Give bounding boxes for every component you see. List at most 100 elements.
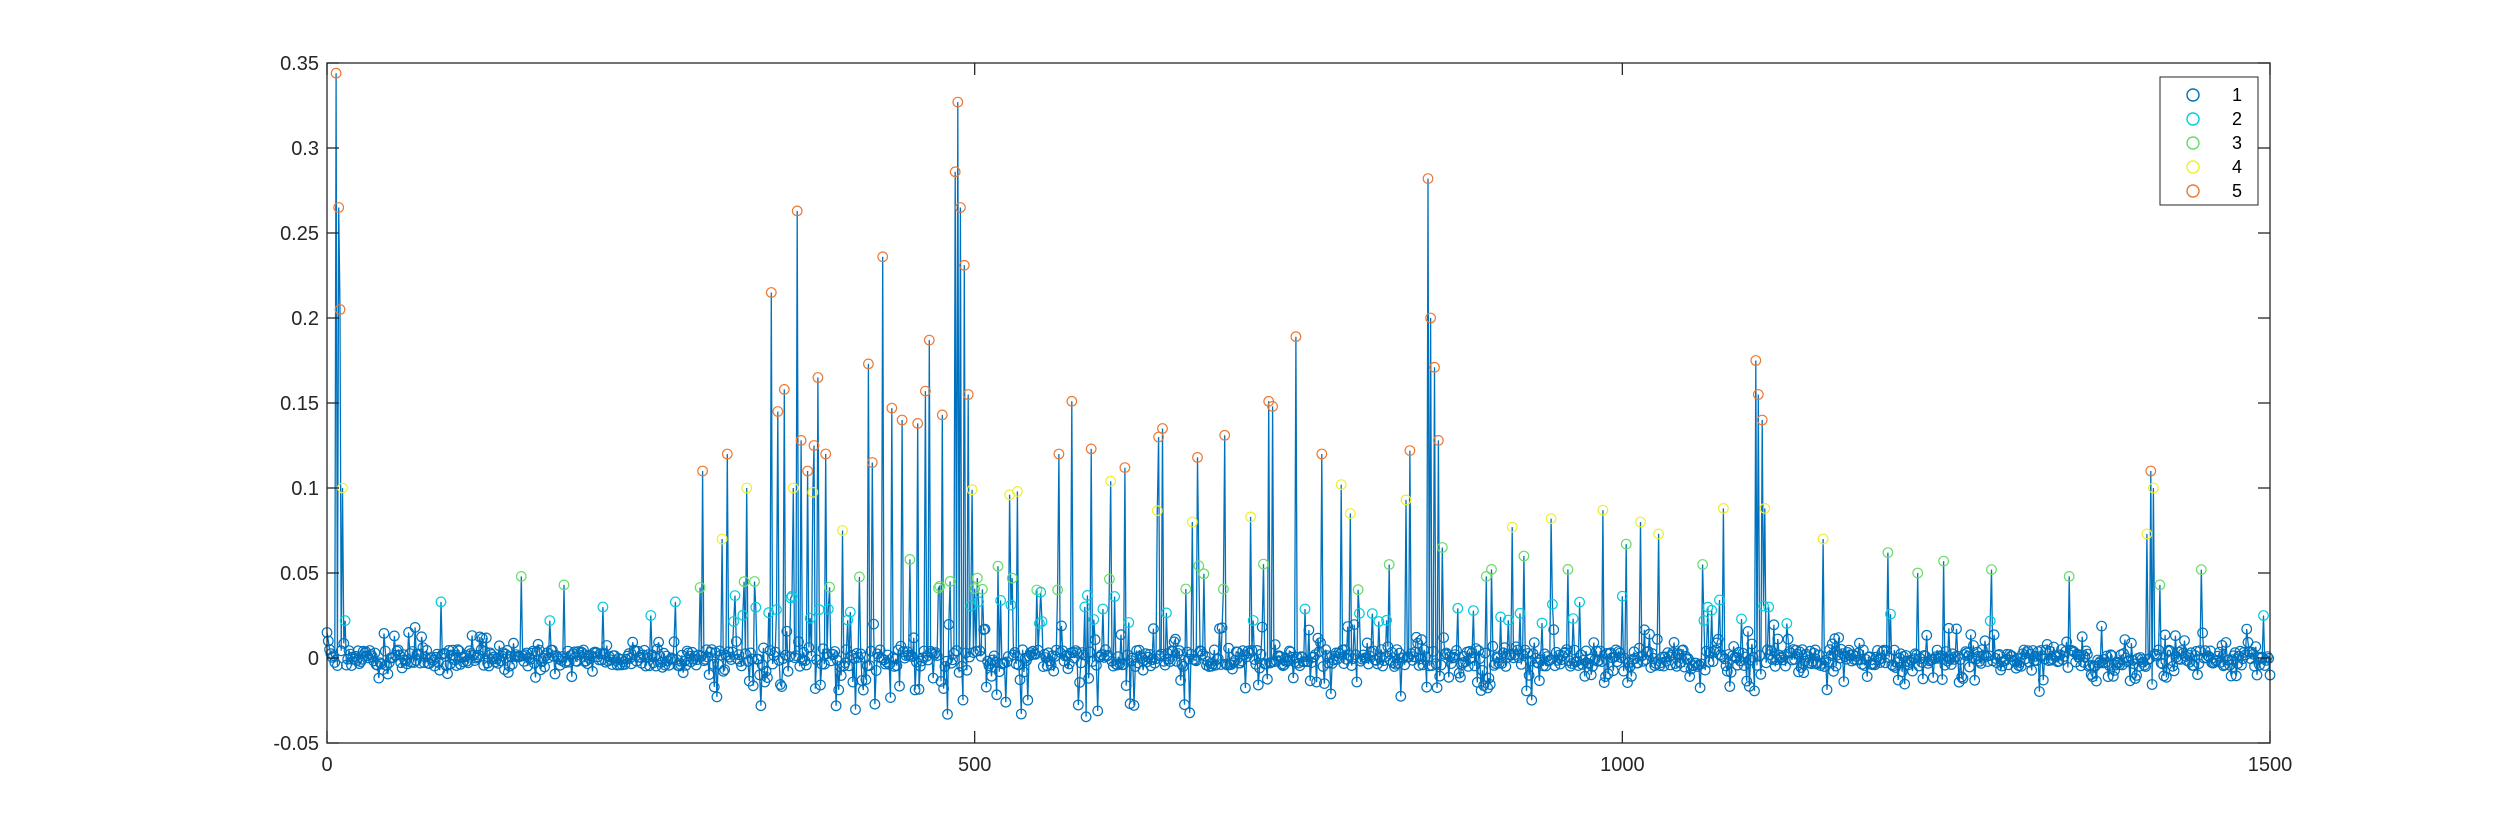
data-point bbox=[1567, 613, 1579, 624]
data-point bbox=[980, 681, 992, 693]
data-point bbox=[1505, 649, 1517, 661]
data-point bbox=[822, 603, 834, 615]
data-point bbox=[1033, 618, 1045, 629]
data-point bbox=[1115, 629, 1127, 641]
data-point bbox=[986, 670, 997, 682]
data-point bbox=[1212, 653, 1224, 664]
data-point bbox=[1429, 361, 1440, 373]
data-point bbox=[1579, 670, 1591, 682]
data-point bbox=[479, 646, 491, 657]
data-point bbox=[1975, 658, 1987, 669]
data-point bbox=[785, 592, 797, 604]
x-tick-label: 0 bbox=[321, 754, 332, 776]
data-point bbox=[1522, 648, 1534, 659]
data-point bbox=[2081, 648, 2093, 660]
data-point bbox=[1012, 486, 1023, 497]
data-point bbox=[1184, 707, 1196, 719]
data-point bbox=[653, 636, 664, 648]
data-point bbox=[1299, 603, 1311, 615]
data-point bbox=[1546, 598, 1558, 610]
data-point bbox=[2167, 660, 2179, 672]
data-point bbox=[936, 409, 948, 421]
data-point bbox=[1828, 665, 1839, 677]
data-point bbox=[802, 465, 813, 477]
data-point bbox=[728, 616, 740, 627]
data-point bbox=[913, 683, 925, 695]
data-point bbox=[447, 644, 459, 656]
data-point bbox=[1563, 655, 1575, 667]
data-point bbox=[1056, 620, 1067, 632]
data-point bbox=[1036, 616, 1048, 627]
data-point bbox=[1746, 638, 1758, 650]
data-point bbox=[1769, 660, 1781, 672]
data-point bbox=[2079, 651, 2091, 663]
data-point bbox=[1177, 661, 1189, 672]
data-point bbox=[1895, 648, 1907, 660]
data-point bbox=[477, 632, 488, 644]
data-point bbox=[729, 590, 741, 601]
data-point bbox=[1255, 648, 1267, 660]
data-point bbox=[1470, 643, 1482, 654]
data-point bbox=[1745, 654, 1756, 666]
data-point bbox=[2145, 465, 2157, 477]
data-point bbox=[804, 612, 816, 624]
data-point bbox=[784, 651, 795, 663]
data-point bbox=[1602, 668, 1614, 680]
y-tick-label: 0 bbox=[308, 648, 319, 670]
data-point bbox=[470, 652, 482, 664]
data-layer bbox=[321, 67, 2276, 723]
data-point bbox=[886, 402, 898, 414]
data-point bbox=[1005, 599, 1017, 611]
data-point bbox=[1210, 659, 1221, 671]
data-point bbox=[971, 572, 983, 584]
data-point bbox=[730, 636, 742, 647]
data-point bbox=[885, 692, 896, 703]
data-point bbox=[666, 652, 677, 664]
data-point bbox=[1489, 658, 1501, 669]
data-point bbox=[825, 655, 837, 667]
data-point bbox=[1877, 646, 1889, 657]
data-point bbox=[904, 554, 916, 565]
data-point bbox=[1103, 573, 1115, 585]
data-point bbox=[1075, 657, 1087, 669]
data-point bbox=[1749, 685, 1760, 697]
data-point bbox=[501, 645, 513, 656]
data-point bbox=[1416, 634, 1427, 646]
data-point bbox=[1083, 672, 1095, 684]
data-point bbox=[527, 645, 539, 657]
data-point bbox=[719, 664, 731, 675]
data-point bbox=[1193, 560, 1205, 572]
data-point bbox=[979, 623, 991, 635]
data-point bbox=[1533, 675, 1545, 687]
data-point bbox=[2027, 645, 2039, 656]
data-point bbox=[376, 658, 387, 670]
x-tick-label: 1000 bbox=[1600, 754, 1645, 776]
data-point bbox=[1646, 648, 1658, 659]
data-point bbox=[1957, 673, 1969, 684]
data-point bbox=[1694, 682, 1706, 694]
data-point bbox=[1421, 681, 1433, 693]
data-point bbox=[721, 448, 733, 460]
data-point bbox=[854, 571, 865, 583]
data-point bbox=[894, 680, 905, 692]
data-point bbox=[389, 630, 400, 642]
data-point bbox=[2197, 627, 2209, 639]
data-point bbox=[1589, 654, 1601, 665]
data-point bbox=[2241, 623, 2253, 635]
data-point bbox=[1695, 658, 1707, 670]
data-point bbox=[1247, 615, 1259, 626]
data-point bbox=[1798, 667, 1810, 679]
data-point bbox=[1348, 619, 1360, 630]
data-point bbox=[668, 636, 680, 648]
data-point bbox=[1826, 638, 1838, 650]
data-point bbox=[670, 596, 681, 608]
data-point bbox=[909, 684, 921, 696]
y-tick-label: -0.05 bbox=[273, 733, 319, 755]
data-point bbox=[1473, 645, 1484, 656]
data-point bbox=[1715, 649, 1727, 661]
data-point bbox=[723, 646, 734, 658]
data-point bbox=[2251, 669, 2263, 681]
data-point bbox=[1438, 632, 1449, 643]
data-point bbox=[938, 683, 949, 694]
data-point bbox=[949, 166, 961, 178]
